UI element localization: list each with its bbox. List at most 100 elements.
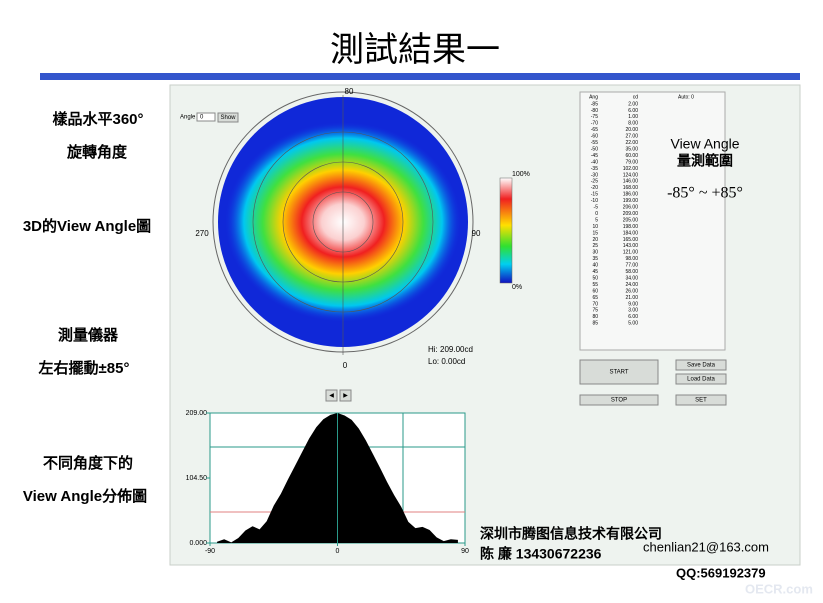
table-cell: 20.00 [625, 127, 638, 133]
side-label: 不同角度下的 [43, 454, 133, 472]
table-cell: 25 [592, 243, 598, 249]
set-text: SET [695, 398, 707, 404]
table-cell: 30 [592, 250, 598, 256]
table-cell: -30 [591, 172, 598, 178]
load-button[interactable] [675, 373, 727, 385]
range-title: View Angle [670, 136, 739, 152]
show-button[interactable] [217, 112, 239, 123]
table-cell: -10 [591, 198, 598, 204]
table-cell: 65 [592, 295, 598, 301]
table-cell: -70 [591, 121, 598, 127]
title: 測試結果一 [330, 31, 500, 69]
y-tick-label: 104.50 [186, 475, 208, 482]
polar-label: 270 [195, 229, 209, 238]
watermark: OECR.com [745, 581, 813, 596]
table-cell: 5 [595, 217, 598, 223]
arrow: ▶ [343, 393, 348, 399]
table-cell: 121.00 [623, 250, 639, 256]
table-cell: 35.00 [625, 146, 638, 152]
range-title: 量測範圍 [677, 153, 733, 169]
right-arrow-button[interactable] [339, 389, 352, 402]
hi-value: Hi: 209.00cd [428, 345, 473, 354]
table-cell: 20 [592, 237, 598, 243]
table-cell: -25 [591, 179, 598, 185]
angle-input[interactable] [196, 112, 216, 122]
polar-label: 80 [345, 87, 354, 96]
table-cell: 2.00 [628, 101, 638, 107]
table-cell: 6.00 [628, 108, 638, 114]
y-tick-label: 209.00 [186, 410, 208, 417]
start-button[interactable] [579, 359, 659, 385]
x-tick-label: 90 [461, 548, 469, 555]
table-cell: -60 [591, 134, 598, 140]
side-label: 左右擺動±85° [38, 359, 130, 377]
table-cell: 22.00 [625, 140, 638, 146]
table-cell: 146.00 [623, 179, 639, 185]
qq: QQ:569192379 [676, 565, 766, 580]
table-cell: 58.00 [625, 269, 638, 275]
table-cell: 60 [592, 288, 598, 294]
x-tick-label: 0 [336, 548, 340, 555]
table-cell: 21.00 [625, 295, 638, 301]
table-cell: 35 [592, 256, 598, 262]
table-cell: 8.00 [628, 121, 638, 127]
table-cell: -5 [594, 205, 599, 211]
table-cell: 0 [595, 211, 598, 217]
table-cell: 9.00 [628, 301, 638, 307]
angle-label: Angle [180, 115, 196, 121]
left-arrow-button[interactable] [325, 389, 338, 402]
table-cell: -75 [591, 114, 598, 120]
table-cell: 124.00 [623, 172, 639, 178]
table-cell: 15 [592, 230, 598, 236]
table-cell: 209.00 [623, 211, 639, 217]
table-cell: 45 [592, 269, 598, 275]
table-cell: 184.00 [623, 230, 639, 236]
table-cell: -55 [591, 140, 598, 146]
side-label: View Angle分佈圖 [23, 487, 147, 505]
set-button[interactable] [675, 394, 727, 406]
save-button[interactable] [675, 359, 727, 371]
table-cell: 70 [592, 301, 598, 307]
table-cell: 40 [592, 263, 598, 269]
x-tick-label: -90 [205, 548, 215, 555]
table-cell: 165.00 [623, 237, 639, 243]
table-cell: 5.00 [628, 321, 638, 327]
table-cell: 79.00 [625, 159, 638, 165]
table-cell: 75 [592, 308, 598, 314]
table-cell: 80 [592, 314, 598, 320]
table-cell: 186.00 [623, 192, 639, 198]
lo-value: Lo: 0.00cd [428, 357, 465, 366]
table-cell: 143.00 [623, 243, 639, 249]
table-cell: -35 [591, 166, 598, 172]
side-label: 樣品水平360° [52, 110, 143, 128]
polar-label: 0 [343, 361, 348, 370]
table-cell: 198.00 [623, 224, 639, 230]
title-bar [40, 73, 800, 80]
table-cell: -65 [591, 127, 598, 133]
table-cell: -20 [591, 185, 598, 191]
contact: 陈 廉 13430672236 [480, 546, 602, 562]
table-cell: 10 [592, 224, 598, 230]
side-label: 旋轉角度 [66, 143, 128, 161]
table-cell: -45 [591, 153, 598, 159]
stop-button[interactable] [579, 394, 659, 406]
table-cell: 55 [592, 282, 598, 288]
colorbar-max: 100% [512, 171, 530, 178]
table-header: Ang [589, 94, 598, 100]
save-text: Save Data [687, 363, 716, 369]
table-cell: 85 [592, 321, 598, 327]
angle-value: 0 [200, 115, 204, 121]
range-value: -85° ~ +85° [667, 185, 743, 202]
table-cell: -15 [591, 192, 598, 198]
stop-text: STOP [611, 398, 627, 404]
colorbar [499, 177, 513, 284]
table-cell: 60.00 [625, 153, 638, 159]
email: chenlian21@163.com [643, 539, 769, 554]
table-cell: 50 [592, 275, 598, 281]
show-text: Show [220, 115, 236, 121]
side-label: 測量儀器 [58, 326, 119, 344]
table-cell: 6.00 [628, 314, 638, 320]
colorbar-min: 0% [512, 284, 522, 291]
table-cell: -40 [591, 159, 598, 165]
